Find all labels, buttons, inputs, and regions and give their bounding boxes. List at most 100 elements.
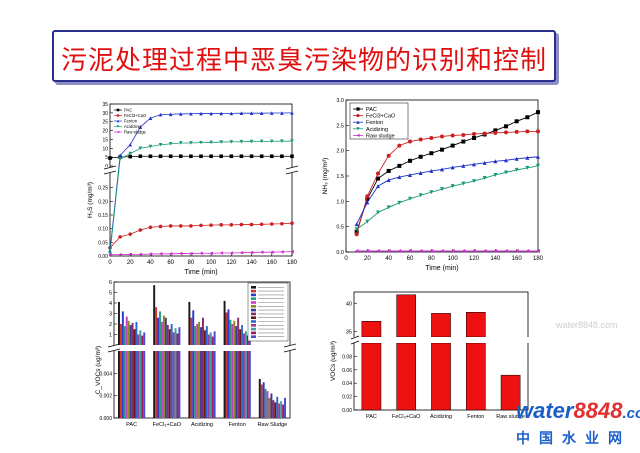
data-point <box>108 251 112 256</box>
data-point <box>199 223 203 228</box>
data-point <box>259 222 264 227</box>
x-tick-label: 140 <box>490 256 501 262</box>
data-point <box>493 248 498 253</box>
data-point <box>376 184 380 189</box>
legend-swatch <box>251 289 256 293</box>
y-tick-label: 0.10 <box>98 227 108 233</box>
data-point <box>504 130 508 135</box>
series-line <box>356 156 539 225</box>
data-point <box>178 112 183 116</box>
bar-base <box>246 351 249 418</box>
bar <box>280 401 283 418</box>
data-point <box>280 139 284 143</box>
legend-label: Fenton <box>366 120 383 126</box>
y-axis-label: NH₃ (mg/m³) <box>322 158 329 195</box>
y-tick-label: 1.5 <box>336 174 344 180</box>
y-tick-label: 0.08 <box>342 354 352 360</box>
data-point <box>229 154 234 159</box>
data-point <box>397 200 402 205</box>
data-point <box>429 151 434 156</box>
data-point <box>472 131 476 136</box>
data-point <box>450 143 455 148</box>
bar <box>135 321 138 345</box>
bar <box>119 324 122 345</box>
data-point <box>199 140 203 145</box>
bar <box>264 388 267 418</box>
data-point <box>148 154 153 159</box>
data-point <box>536 163 540 168</box>
bar-base <box>241 351 244 418</box>
bar-base <box>176 351 179 418</box>
data-point <box>269 154 274 159</box>
site-logo[interactable]: water8848.com 中国水业网 <box>516 398 640 450</box>
data-point <box>536 248 540 253</box>
legend-swatch <box>251 308 256 312</box>
data-point <box>290 249 294 254</box>
data-point <box>365 248 370 253</box>
data-point <box>450 184 455 189</box>
bar <box>190 317 193 345</box>
bar <box>262 382 265 418</box>
data-point <box>118 252 122 257</box>
data-point <box>128 252 133 257</box>
y-tick-label: 6 <box>109 280 112 286</box>
data-point <box>158 112 163 117</box>
data-point <box>118 235 122 239</box>
y-tick-label: 3.0 <box>336 98 344 104</box>
bar <box>244 331 247 345</box>
data-point <box>178 251 183 256</box>
data-point <box>461 181 466 186</box>
bar-base <box>194 351 197 418</box>
bar-base <box>200 351 202 418</box>
axis-break-mark <box>285 165 299 170</box>
data-point <box>504 170 508 175</box>
bar <box>168 329 171 345</box>
series-line <box>356 165 539 230</box>
data-point <box>440 167 444 172</box>
data-point <box>189 251 193 256</box>
data-point <box>158 154 163 159</box>
data-point <box>365 194 370 199</box>
nh3-chart: 0.0 0.5 1.0 1.5 2.0 2.5 3.0 0 20 40 60 80 100 120 140 1… <box>322 98 544 272</box>
data-point <box>189 111 193 116</box>
data-point <box>290 221 294 225</box>
data-point <box>290 111 294 115</box>
bar-base <box>164 351 167 418</box>
bar-base <box>244 351 247 418</box>
y-tick-label: 30 <box>102 111 108 117</box>
data-point <box>108 252 112 257</box>
bar <box>133 329 136 345</box>
data-point <box>514 167 519 172</box>
bar <box>235 326 238 345</box>
x-tick-label: 80 <box>428 256 435 262</box>
axis-break-mark <box>107 348 121 353</box>
voc-total-chart: 35 40 0.00 0.02 0.04 0.06 0.08 VOCs (ug/m³) PAC F… <box>330 291 530 420</box>
data-point <box>354 229 359 234</box>
category-label: Fenton <box>229 422 246 428</box>
data-point <box>269 222 274 226</box>
data-point <box>536 129 540 134</box>
slide-title-box: 污泥处理过程中恶臭污染物的识别和控制 <box>52 30 556 82</box>
data-point <box>239 139 244 144</box>
legend-swatch <box>251 286 256 289</box>
bar-base <box>196 351 199 418</box>
data-point <box>249 222 254 227</box>
data-point <box>418 248 423 253</box>
bar-base <box>231 351 234 418</box>
data-point <box>461 132 466 137</box>
bar-base <box>121 351 124 418</box>
data-point <box>493 172 498 177</box>
legend-marker <box>116 130 120 134</box>
bar <box>192 310 195 345</box>
x-tick-label: 120 <box>226 260 237 266</box>
legend-marker <box>356 107 360 111</box>
bar-base <box>131 351 134 418</box>
bar <box>170 324 173 345</box>
bar <box>143 332 146 345</box>
data-point <box>376 171 380 176</box>
bar-base <box>168 351 171 418</box>
bar-base <box>190 351 193 418</box>
logo-suffix: .com <box>622 405 640 422</box>
data-point <box>472 162 476 167</box>
